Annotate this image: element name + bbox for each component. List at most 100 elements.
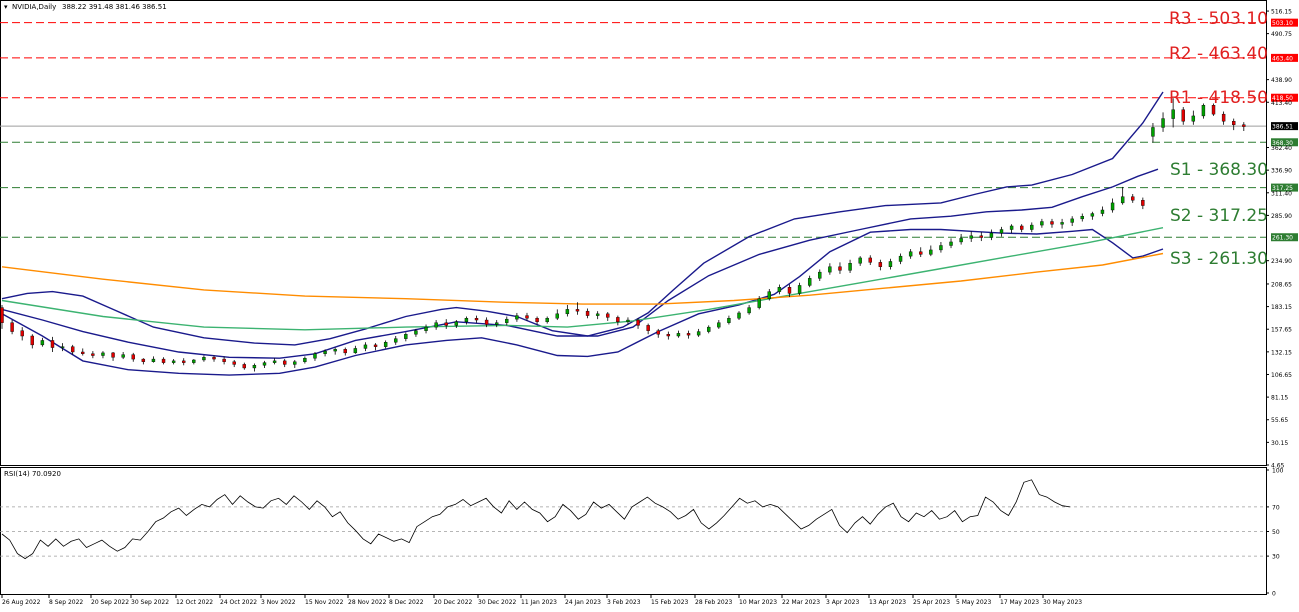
candle-body bbox=[91, 353, 95, 356]
candle-body bbox=[858, 257, 862, 264]
candle-body bbox=[1070, 218, 1074, 223]
sr-label: S2 - 317.25 bbox=[1170, 206, 1268, 226]
price-tick-label: 30.15 bbox=[1271, 440, 1288, 447]
candle-body bbox=[182, 360, 186, 363]
candle-body bbox=[676, 333, 681, 337]
candle-body bbox=[626, 319, 630, 323]
price-tick-label: 55.65 bbox=[1271, 417, 1288, 424]
sr-tag-box bbox=[1271, 183, 1298, 192]
candle-body bbox=[343, 349, 347, 354]
candle-body bbox=[444, 322, 448, 326]
price-tick-label: 413.40 bbox=[1271, 100, 1292, 107]
candle-body bbox=[272, 360, 277, 363]
sr-label: R3 - 503.10 bbox=[1169, 9, 1268, 29]
candle-body bbox=[949, 241, 953, 246]
x-tick-label: 15 Feb 2023 bbox=[651, 599, 689, 606]
candle-body bbox=[70, 346, 75, 353]
candle-body bbox=[252, 365, 257, 369]
candle-body bbox=[121, 354, 125, 358]
header-ohlc: 388.22 391.48 381.46 386.51 bbox=[62, 3, 167, 11]
sr-label: S3 - 261.30 bbox=[1170, 249, 1268, 269]
candle-body bbox=[929, 249, 933, 255]
candle-body bbox=[101, 352, 105, 356]
sr-label: R2 - 463.40 bbox=[1169, 44, 1268, 64]
candle-body bbox=[262, 362, 267, 366]
x-tick-label: 20 Dec 2022 bbox=[434, 599, 473, 606]
sr-label: S1 - 368.30 bbox=[1170, 160, 1268, 180]
x-tick-label: 26 Aug 2022 bbox=[2, 599, 41, 606]
candle-body bbox=[333, 349, 337, 352]
candle-body bbox=[707, 326, 711, 332]
candle-body bbox=[999, 229, 1004, 234]
x-tick-label: 24 Oct 2022 bbox=[220, 599, 257, 606]
candle-body bbox=[1040, 221, 1044, 226]
candle-body bbox=[1100, 209, 1105, 214]
price-tick-label: 516.15 bbox=[1271, 9, 1292, 16]
candle-body bbox=[1221, 113, 1226, 122]
current-price-box bbox=[1271, 122, 1298, 131]
candle-body bbox=[30, 335, 34, 346]
candle-body bbox=[787, 287, 792, 294]
candle-body bbox=[959, 238, 963, 243]
candle-body bbox=[828, 266, 832, 273]
candle-body bbox=[1060, 222, 1064, 225]
candle-body bbox=[727, 318, 731, 323]
x-tick-label: 13 Apr 2023 bbox=[869, 599, 906, 606]
candle-body bbox=[979, 235, 984, 238]
rsi-tick-label: 100 bbox=[1272, 468, 1284, 475]
candle-body bbox=[1191, 115, 1196, 122]
sr-tag-label: 368.30 bbox=[1272, 140, 1293, 147]
candle-body bbox=[646, 325, 650, 331]
x-tick-label: 3 Nov 2022 bbox=[261, 599, 296, 606]
price-tick-label: 311.40 bbox=[1271, 190, 1292, 197]
candle-body bbox=[939, 245, 943, 251]
rsi-line bbox=[1, 479, 1071, 560]
candle-body bbox=[192, 359, 196, 363]
candle-body bbox=[454, 321, 459, 326]
candle-body bbox=[1161, 118, 1165, 128]
price-tick-label: 336.90 bbox=[1271, 168, 1292, 175]
sr-tag-box bbox=[1271, 138, 1298, 147]
series-ma-200 bbox=[1, 252, 1164, 305]
candle-body bbox=[1232, 121, 1236, 125]
candle-body bbox=[0, 307, 4, 323]
candle-body bbox=[495, 322, 499, 325]
candle-body bbox=[767, 291, 771, 299]
sr-tag-label: 463.40 bbox=[1272, 55, 1293, 62]
candle-body bbox=[383, 342, 388, 347]
price-panel-frame bbox=[0, 0, 1267, 466]
candle-body bbox=[282, 360, 287, 365]
candle-body bbox=[1211, 105, 1216, 115]
candle-body bbox=[323, 350, 327, 354]
candle-body bbox=[111, 352, 115, 358]
candle-body bbox=[636, 319, 640, 326]
candle-body bbox=[888, 261, 893, 267]
candle-body bbox=[545, 318, 549, 323]
candle-body bbox=[464, 318, 469, 323]
candle-body bbox=[666, 334, 671, 337]
candle-body bbox=[1141, 200, 1145, 206]
x-tick-label: 5 May 2023 bbox=[956, 599, 991, 606]
price-tick-label: 490.75 bbox=[1271, 31, 1292, 38]
x-tick-label: 12 Oct 2022 bbox=[176, 599, 213, 606]
x-tick-label: 28 Feb 2023 bbox=[695, 599, 733, 606]
candle-body bbox=[696, 331, 701, 336]
current-price-label: 386.51 bbox=[1272, 124, 1293, 131]
candle-body bbox=[222, 358, 226, 362]
candle-body bbox=[151, 358, 156, 362]
x-tick-label: 30 Dec 2022 bbox=[478, 599, 517, 606]
header-arrow[interactable]: ▾ bbox=[4, 3, 8, 11]
candle-body bbox=[424, 326, 428, 331]
price-tick-label: 106.65 bbox=[1271, 372, 1292, 379]
price-tick-label: 438.90 bbox=[1271, 77, 1292, 84]
candle-body bbox=[1030, 224, 1034, 230]
rsi-tick-label: 0 bbox=[1272, 591, 1276, 598]
candle-body bbox=[616, 317, 620, 323]
x-tick-label: 30 Sep 2022 bbox=[131, 599, 169, 606]
candle-body bbox=[515, 315, 519, 320]
candle-body bbox=[1110, 202, 1115, 211]
price-tick-label: 285.90 bbox=[1271, 213, 1292, 220]
rsi-header: RSI(14) 70.0920 bbox=[4, 470, 61, 478]
candle-body bbox=[394, 338, 398, 343]
